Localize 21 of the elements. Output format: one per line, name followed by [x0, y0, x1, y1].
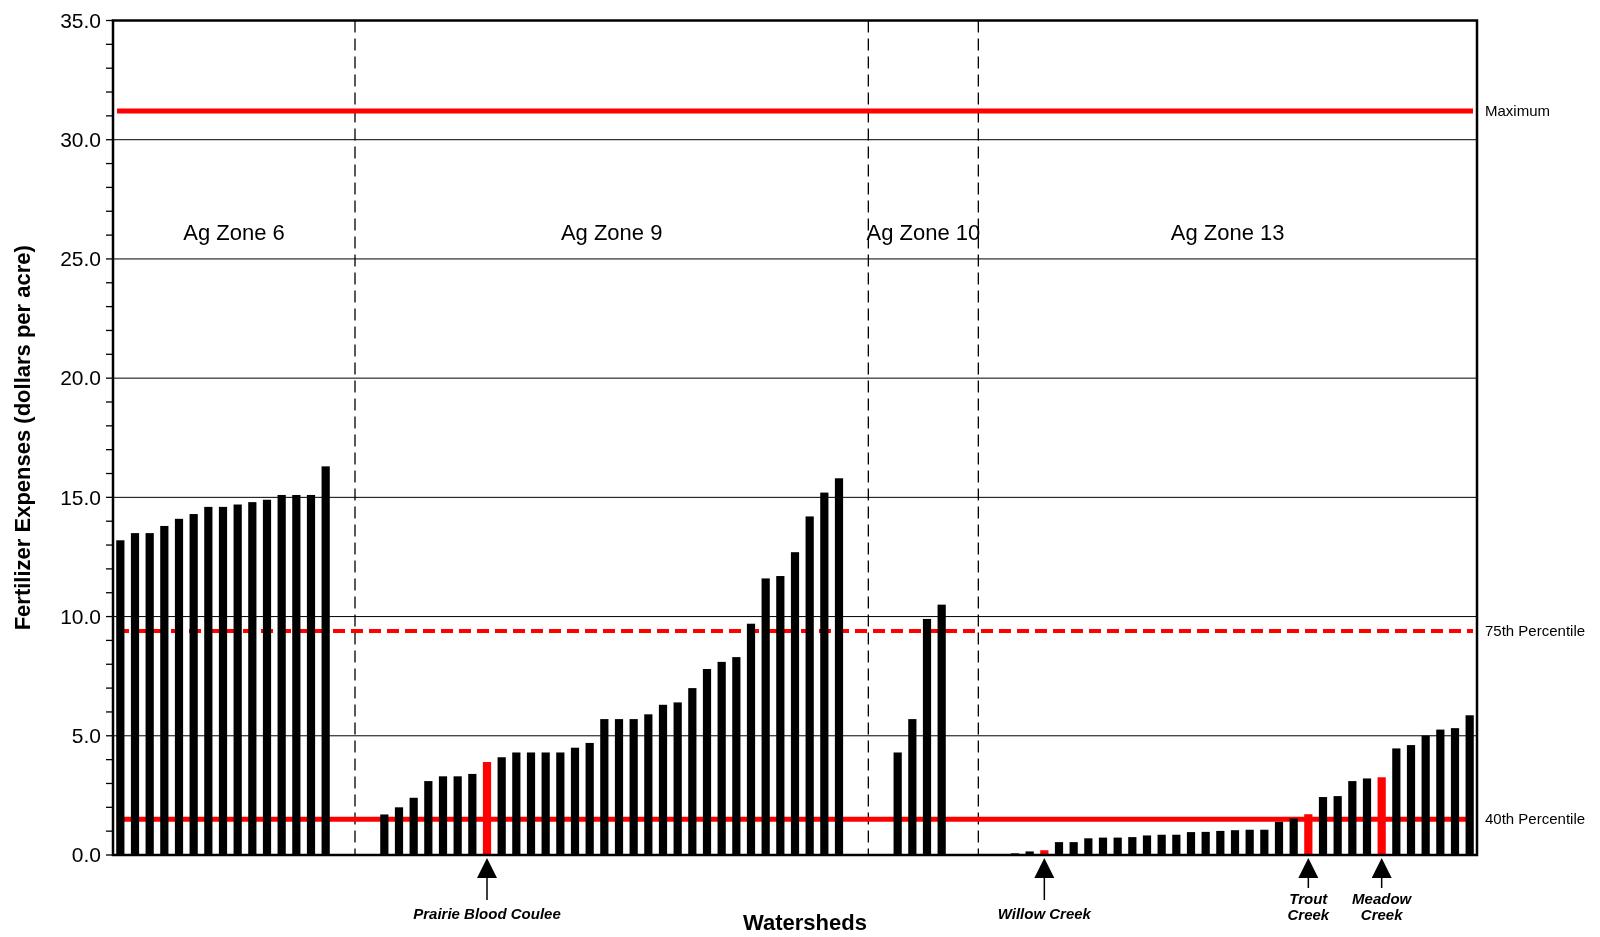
- x-tick-label: Trout Creek: [1287, 890, 1330, 923]
- ref-line-label: 75th Percentile: [1485, 622, 1586, 640]
- y-tick-label: 15.0: [60, 485, 101, 509]
- y-tick-label: 30.0: [60, 128, 101, 152]
- annotation: Ag Zone 13: [1170, 220, 1285, 246]
- x-tick-label: Prairie Blood Coulee: [413, 905, 561, 922]
- ref-line-label: 40th Percentile: [1485, 810, 1586, 828]
- y-tick-label: 0.0: [71, 843, 101, 867]
- y-tick-label: 10.0: [60, 604, 101, 628]
- x-axis-title: Watersheds: [743, 910, 867, 935]
- x-tick-label: Meadow Creek: [1352, 890, 1413, 923]
- y-tick-label: 5.0: [71, 724, 101, 748]
- annotation: Ag Zone 6: [183, 220, 285, 246]
- y-axis-title: Fertilizer Expenses (dollars per acre): [10, 245, 35, 631]
- y-tick-label: 25.0: [60, 247, 101, 271]
- ref-line-label: Maximum: [1485, 102, 1551, 120]
- y-tick-label: 35.0: [60, 8, 101, 32]
- annotation: Ag Zone 9: [560, 220, 663, 246]
- annotation: Ag Zone 10: [866, 220, 981, 246]
- x-tick-label: Willow Creek: [997, 905, 1092, 922]
- y-tick-label: 20.0: [60, 366, 101, 390]
